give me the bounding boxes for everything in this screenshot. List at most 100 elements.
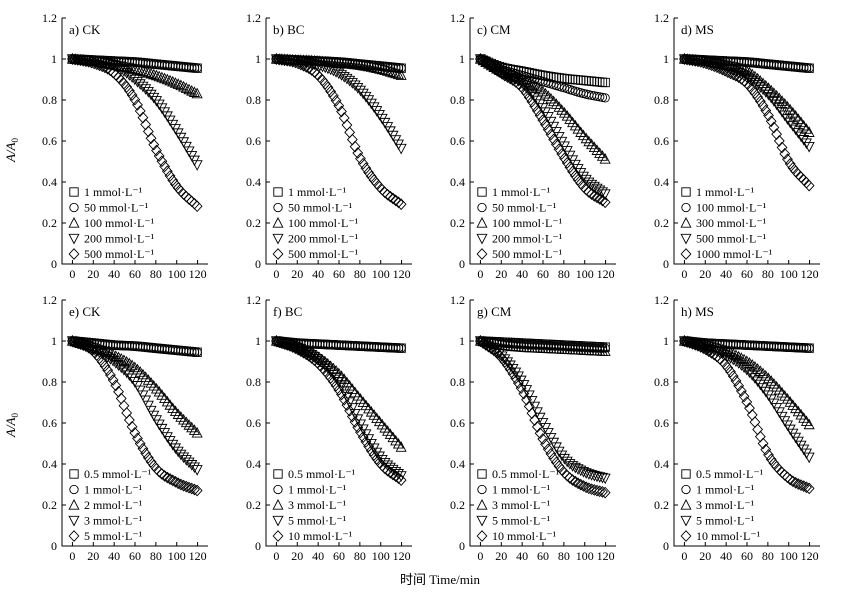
data-point bbox=[161, 432, 173, 443]
data-point bbox=[384, 466, 396, 479]
data-point bbox=[123, 414, 135, 426]
data-point bbox=[150, 69, 163, 81]
y-tick-label: 0.4 bbox=[246, 457, 261, 471]
data-point bbox=[557, 73, 567, 83]
data-point bbox=[539, 87, 552, 99]
data-point bbox=[164, 436, 176, 447]
y-tick-label: 0.4 bbox=[42, 175, 57, 189]
data-point bbox=[142, 86, 154, 98]
panel-label: e) CK bbox=[69, 304, 101, 319]
data-point bbox=[746, 370, 758, 381]
data-point bbox=[142, 451, 154, 464]
data-point bbox=[175, 79, 187, 91]
data-point bbox=[188, 86, 200, 97]
legend-entry: 5 mmol·L⁻¹ bbox=[492, 514, 551, 528]
data-point bbox=[540, 438, 551, 451]
y-tick-label: 1.2 bbox=[246, 11, 261, 25]
data-point bbox=[363, 60, 375, 72]
y-tick-label: 0.4 bbox=[42, 457, 57, 471]
data-point bbox=[504, 363, 516, 376]
data-point bbox=[338, 393, 350, 406]
data-point bbox=[145, 455, 157, 468]
data-point bbox=[534, 109, 546, 122]
legend-entry: 5 mmol·L⁻¹ bbox=[696, 514, 755, 528]
data-point bbox=[575, 168, 587, 179]
data-point bbox=[518, 83, 530, 96]
legend-entry: 50 mmol·L⁻¹ bbox=[288, 201, 353, 215]
legend-marker bbox=[273, 187, 283, 197]
x-tick-label: 80 bbox=[354, 549, 366, 563]
x-tick-label: 40 bbox=[516, 267, 528, 281]
legend-entry: 3 mmol·L⁻¹ bbox=[84, 514, 143, 528]
data-point bbox=[584, 76, 594, 86]
data-point bbox=[175, 449, 187, 461]
data-point bbox=[341, 119, 353, 131]
series-diamond bbox=[67, 53, 203, 213]
data-point bbox=[540, 118, 551, 131]
data-point bbox=[771, 380, 783, 392]
data-point bbox=[352, 421, 364, 434]
data-point bbox=[572, 173, 584, 186]
data-point bbox=[137, 368, 149, 380]
data-point bbox=[322, 63, 334, 75]
data-point bbox=[545, 92, 557, 104]
x-tick-label: 60 bbox=[333, 549, 345, 563]
y-tick-label: 1.2 bbox=[246, 293, 261, 307]
data-point bbox=[575, 465, 587, 477]
data-point bbox=[804, 343, 814, 353]
data-point bbox=[396, 343, 406, 353]
data-point bbox=[191, 200, 203, 213]
data-point bbox=[795, 479, 807, 491]
legend-marker bbox=[272, 515, 284, 527]
data-point bbox=[510, 76, 522, 88]
data-point bbox=[488, 344, 500, 357]
legend-marker bbox=[477, 187, 487, 197]
data-point bbox=[175, 411, 187, 422]
data-point bbox=[760, 370, 772, 381]
legend-marker bbox=[68, 217, 80, 228]
legend-entry: 500 mmol·L⁻¹ bbox=[288, 247, 359, 261]
data-point bbox=[346, 410, 358, 423]
data-point bbox=[88, 57, 100, 70]
data-point bbox=[577, 466, 590, 478]
legend-marker bbox=[680, 217, 692, 228]
data-point bbox=[801, 63, 812, 73]
data-point bbox=[803, 482, 815, 495]
data-point bbox=[706, 347, 717, 359]
data-point bbox=[711, 350, 723, 363]
x-tick-label: 20 bbox=[495, 549, 507, 563]
x-tick-label: 80 bbox=[150, 267, 162, 281]
data-point bbox=[708, 60, 720, 72]
data-point bbox=[596, 150, 608, 161]
data-point bbox=[341, 399, 353, 411]
data-point bbox=[327, 369, 339, 381]
legend-marker bbox=[68, 499, 80, 510]
data-point bbox=[518, 387, 530, 400]
data-point bbox=[779, 147, 791, 160]
legend-entry: 1 mmol·L⁻¹ bbox=[84, 483, 143, 497]
data-point bbox=[327, 375, 339, 388]
data-point bbox=[801, 481, 812, 494]
data-point bbox=[534, 412, 546, 424]
data-point bbox=[121, 367, 133, 379]
data-point bbox=[684, 337, 696, 349]
data-point bbox=[159, 72, 171, 84]
data-point bbox=[757, 84, 769, 96]
data-point bbox=[773, 103, 785, 114]
data-point bbox=[526, 95, 538, 108]
legend-marker bbox=[476, 530, 488, 542]
data-point bbox=[724, 353, 737, 364]
data-point bbox=[792, 478, 804, 490]
y-tick-label: 0.8 bbox=[450, 93, 465, 107]
y-tick-label: 0 bbox=[255, 539, 261, 553]
data-point bbox=[169, 405, 182, 417]
data-point bbox=[529, 100, 541, 113]
legend-entry: 3 mmol·L⁻¹ bbox=[696, 498, 755, 512]
data-point bbox=[597, 194, 608, 207]
data-point bbox=[542, 443, 554, 456]
data-point bbox=[754, 430, 766, 443]
data-point bbox=[96, 356, 108, 368]
data-point bbox=[349, 140, 361, 153]
data-point bbox=[480, 56, 492, 69]
data-point bbox=[526, 88, 538, 100]
